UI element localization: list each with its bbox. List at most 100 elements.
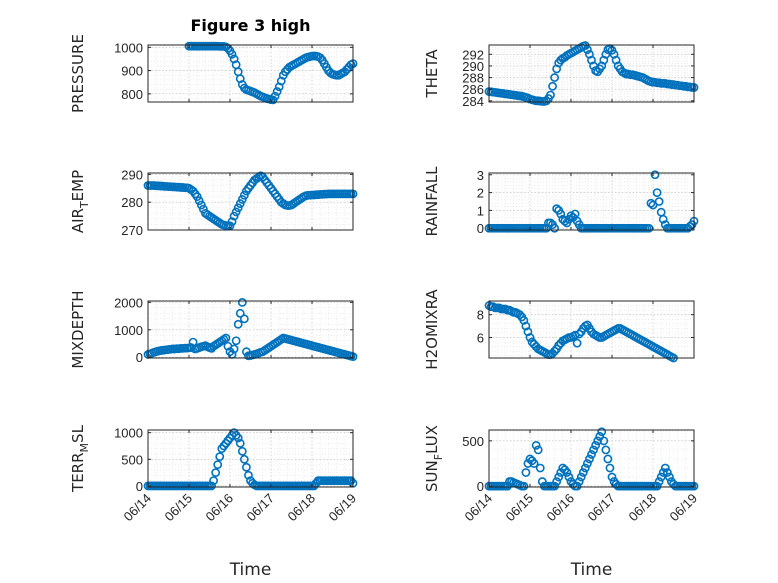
- data-point: [658, 214, 668, 224]
- subplot-air-temp: 270 280 290 AIRTEMP: [69, 167, 358, 238]
- y-axis-label: MIXDEPTH: [69, 290, 87, 368]
- data-point: [652, 188, 662, 197]
- data-point: [601, 445, 611, 455]
- y-tick-label: 1000: [114, 426, 143, 441]
- subplot-mixdepth: 0 1000 2000 MIXDEPTH: [69, 290, 358, 369]
- x-tick-label: 06/19: [326, 491, 360, 525]
- y-axis-label-main: TERR: [69, 452, 87, 493]
- axes-box: [488, 172, 695, 231]
- subplot-terr-msl: 0 500 1000 06/14 06/15 06/16 06/17 06/18 06/19 Ti…: [69, 424, 359, 580]
- x-tick-label: 06/19: [667, 491, 701, 525]
- data-point: [229, 344, 239, 354]
- data-point: [521, 468, 531, 477]
- y-tick-label: 290: [462, 59, 484, 74]
- y-tick-label: 2000: [114, 295, 143, 310]
- data-point: [550, 223, 559, 233]
- y-axis-label-tail: SL: [69, 424, 87, 443]
- data-point: [585, 454, 594, 464]
- y-tick-label: 6: [477, 330, 484, 345]
- data-point: [272, 87, 282, 96]
- x-tick-label: 06/16: [203, 491, 237, 525]
- data-point: [194, 196, 204, 206]
- data-point: [599, 436, 609, 446]
- y-tick-label: 3: [477, 168, 484, 183]
- data-point: [198, 204, 208, 214]
- axes-box: [147, 172, 354, 231]
- data-point: [660, 463, 670, 473]
- data-point: [658, 468, 668, 477]
- axes-box: [147, 44, 354, 103]
- y-tick-label: 8: [477, 308, 484, 323]
- axes-box: [488, 300, 695, 359]
- axes-box: [147, 429, 354, 488]
- y-tick-label: 280: [121, 195, 143, 210]
- chart-title: Figure 3 high: [191, 16, 311, 35]
- x-tick-label: 06/18: [626, 491, 660, 525]
- y-axis-label: H2OMIXRA: [423, 289, 441, 370]
- y-axis-label-tail: LUX: [423, 425, 441, 454]
- data-point: [231, 336, 241, 346]
- y-axis-label-tail: EMP: [69, 170, 87, 201]
- data-point: [519, 481, 529, 491]
- x-tick-label: 06/17: [585, 491, 619, 525]
- data-point: [572, 481, 582, 491]
- y-axis-label-subscript: M: [78, 443, 91, 453]
- x-tick-label: 06/15: [162, 491, 196, 525]
- axes-box: [488, 429, 695, 488]
- y-axis-label-subscript: F: [432, 454, 445, 460]
- y-tick-label: 1: [477, 203, 484, 218]
- data-point: [550, 346, 559, 356]
- data-point: [227, 217, 237, 227]
- data-point: [589, 445, 598, 455]
- axes-box: [488, 44, 695, 103]
- y-tick-label: 500: [121, 452, 143, 467]
- data-point: [235, 308, 245, 318]
- data-point: [550, 481, 559, 491]
- data-point: [186, 343, 196, 352]
- data-point: [315, 53, 325, 63]
- data-point: [237, 195, 247, 204]
- x-tick-label: 06/15: [503, 491, 537, 525]
- y-tick-label: 2: [477, 186, 484, 201]
- y-tick-label: 0: [477, 479, 484, 494]
- data-point: [607, 472, 617, 482]
- y-tick-label: 292: [462, 47, 484, 62]
- data-point: [552, 204, 562, 214]
- x-tick-label: 06/14: [462, 491, 496, 525]
- y-axis-label-main: THETA: [423, 49, 441, 99]
- data-point: [662, 468, 672, 477]
- data-point: [211, 468, 221, 478]
- y-axis-label: RAINFALL: [423, 166, 441, 237]
- data-point: [578, 468, 588, 477]
- x-axis-label: Time: [229, 560, 272, 580]
- data-point: [556, 209, 566, 219]
- data-point: [215, 452, 225, 462]
- data-point: [239, 454, 249, 464]
- data-point: [239, 314, 249, 324]
- data-point: [521, 321, 531, 331]
- data-point: [233, 319, 243, 329]
- y-tick-label: 800: [121, 87, 143, 102]
- data-point: [574, 477, 584, 486]
- data-point: [554, 472, 564, 482]
- y-tick-label: 1000: [114, 323, 143, 338]
- data-point: [542, 96, 551, 106]
- y-tick-label: 1000: [114, 40, 143, 55]
- x-tick-label: 06/16: [544, 491, 578, 525]
- data-point: [209, 476, 218, 486]
- data-point: [603, 454, 613, 464]
- x-tick-label: 06/14: [121, 491, 155, 525]
- y-tick-label: 900: [121, 64, 143, 79]
- data-point: [523, 327, 533, 337]
- y-tick-label: 284: [462, 94, 484, 109]
- data-point: [196, 200, 206, 210]
- subplot-h2omixra: 6 8 H2OMIXRA: [423, 289, 695, 370]
- data-point: [574, 329, 584, 339]
- data-point: [656, 472, 666, 482]
- data-point: [576, 472, 586, 482]
- data-point: [583, 45, 592, 55]
- data-point: [566, 211, 576, 221]
- data-point: [241, 462, 251, 472]
